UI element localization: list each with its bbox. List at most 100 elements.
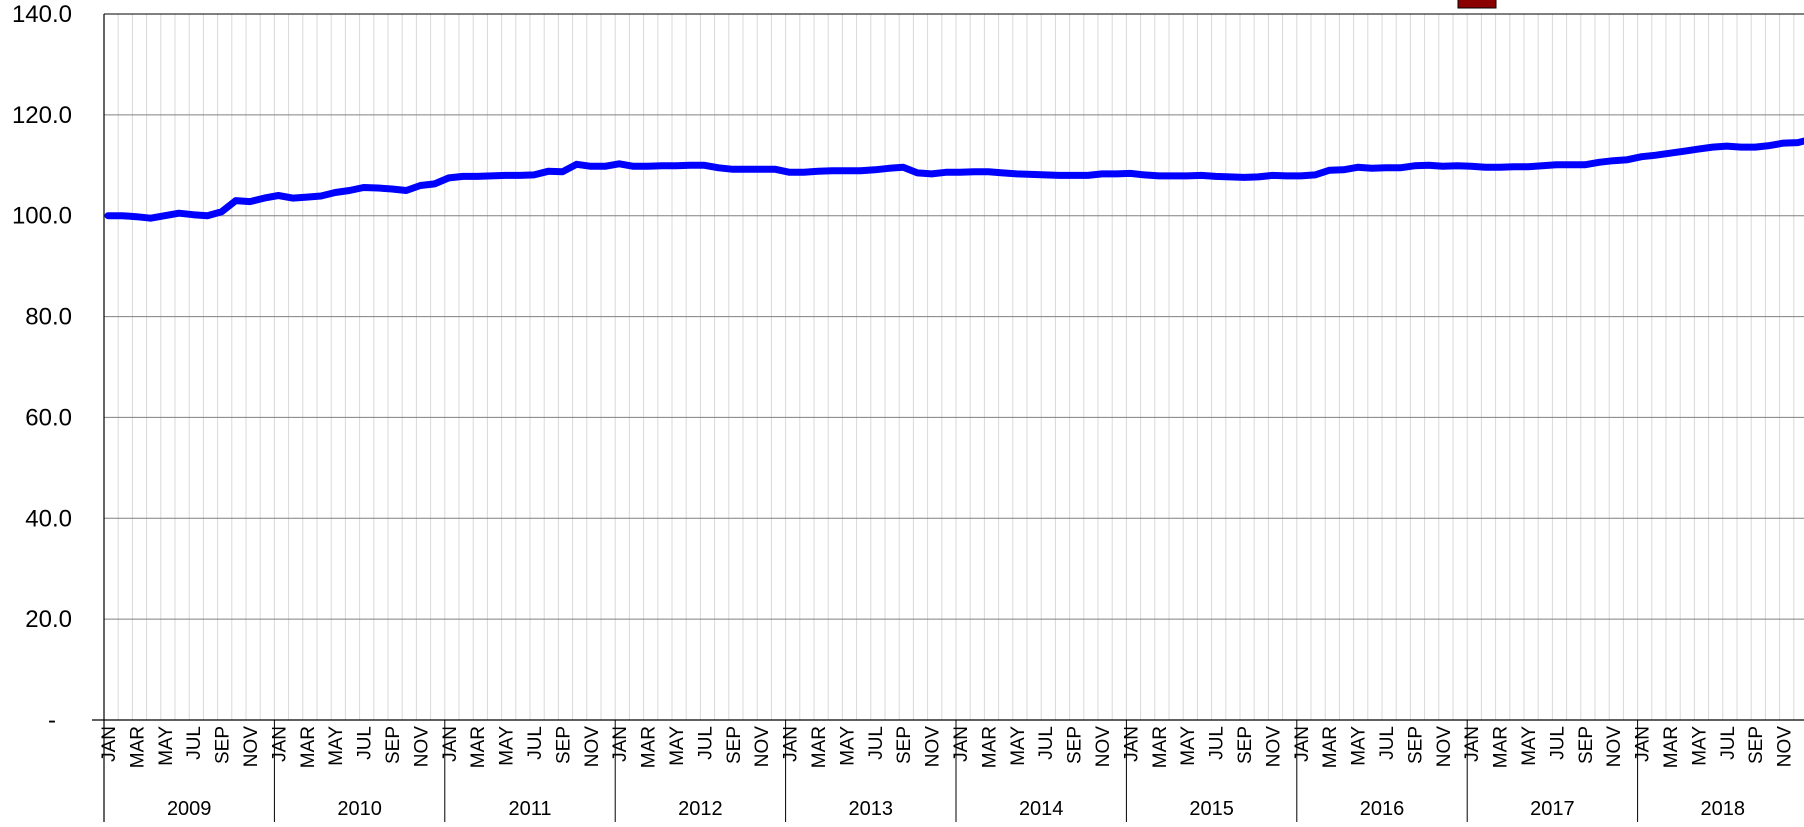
x-tick-label: JUL	[1377, 726, 1398, 760]
x-tick-label: MAY	[667, 726, 688, 766]
data-point	[702, 163, 707, 168]
data-point	[1383, 165, 1389, 170]
x-tick-label: SEP	[1576, 726, 1597, 764]
x-tick-label: NOV	[241, 726, 262, 768]
x-tick-label: JUL	[1036, 726, 1057, 760]
data-point	[304, 194, 309, 200]
data-point	[1398, 165, 1403, 170]
data-point	[1753, 144, 1758, 150]
data-point	[247, 199, 253, 204]
data-point	[815, 169, 821, 174]
x-tick-label: JUL	[1718, 726, 1739, 760]
data-point	[1099, 171, 1105, 177]
x-tick-label: SEP	[1235, 726, 1256, 764]
data-point	[673, 163, 679, 168]
data-point	[688, 163, 693, 168]
data-point	[730, 167, 735, 172]
x-tick-label: JAN	[99, 726, 120, 762]
data-point	[901, 165, 906, 170]
y-tick-label: -	[48, 707, 56, 734]
data-point	[1469, 164, 1474, 169]
x-tick-label: MAR	[1150, 726, 1171, 768]
data-point	[361, 185, 366, 190]
data-point	[176, 211, 182, 216]
data-point	[1710, 144, 1715, 150]
data-point	[872, 167, 877, 172]
y-tick-label: 120.0	[12, 102, 72, 129]
data-point	[929, 171, 934, 177]
data-point	[1213, 174, 1218, 179]
data-point	[1071, 173, 1076, 178]
data-point	[1653, 153, 1659, 158]
x-year-label: 2012	[678, 798, 723, 820]
legend-swatch	[1457, 0, 1497, 9]
x-tick-label: MAY	[1689, 726, 1710, 766]
x-tick-label: MAR	[639, 726, 660, 768]
data-point	[1738, 144, 1744, 150]
data-point	[1327, 168, 1332, 173]
data-point	[1341, 167, 1346, 172]
x-tick-label: MAY	[837, 726, 858, 766]
x-tick-label: NOV	[1093, 726, 1114, 768]
data-point	[1256, 174, 1261, 180]
x-tick-label: MAR	[1661, 726, 1682, 768]
x-tick-label: NOV	[582, 726, 603, 768]
y-tick-label: 140.0	[12, 1, 72, 28]
data-point	[1014, 171, 1019, 177]
data-point	[943, 170, 948, 175]
x-year-label: 2010	[337, 798, 382, 820]
data-point	[631, 164, 636, 169]
x-tick-label: JAN	[781, 726, 802, 762]
x-tick-label: MAR	[298, 726, 319, 768]
x-tick-label: NOV	[1434, 726, 1455, 768]
data-point	[1028, 172, 1034, 177]
data-point	[1156, 173, 1162, 179]
data-point	[276, 193, 281, 198]
data-point	[105, 213, 111, 218]
data-point	[716, 165, 721, 170]
data-point	[1454, 163, 1460, 168]
data-point	[744, 167, 750, 172]
data-point	[1355, 165, 1360, 170]
data-point	[262, 195, 267, 201]
data-point	[1057, 173, 1062, 178]
x-tick-label: MAR	[979, 726, 1000, 768]
x-tick-label: JUL	[525, 726, 546, 760]
data-point	[546, 169, 551, 174]
data-point	[1170, 173, 1176, 179]
data-point	[1568, 162, 1573, 167]
data-point	[830, 168, 835, 173]
x-tick-label: MAY	[1349, 726, 1370, 766]
data-point	[645, 164, 650, 169]
data-point	[617, 161, 622, 166]
x-tick-label: NOV	[411, 726, 432, 768]
data-point	[531, 172, 537, 178]
data-point	[1611, 158, 1616, 163]
data-point	[957, 170, 963, 175]
x-tick-label: JUL	[866, 726, 887, 760]
x-tick-label: MAY	[1008, 726, 1029, 766]
data-point	[1497, 165, 1502, 170]
data-point	[1596, 160, 1602, 165]
data-point	[205, 213, 210, 218]
x-tick-label: MAR	[1320, 726, 1341, 768]
data-point	[162, 213, 167, 218]
y-tick-label: 100.0	[12, 203, 72, 230]
data-point	[1781, 140, 1786, 146]
x-tick-label: NOV	[752, 726, 773, 768]
x-tick-label: SEP	[1405, 726, 1426, 764]
x-tick-label: JAN	[610, 726, 631, 762]
data-point	[1000, 170, 1005, 176]
x-tick-label: JAN	[440, 726, 461, 762]
data-point	[915, 170, 920, 176]
data-point	[134, 214, 139, 219]
data-point	[1128, 171, 1133, 176]
data-point	[801, 170, 806, 175]
data-point	[1142, 172, 1147, 178]
data-point	[1369, 166, 1375, 171]
data-point	[560, 169, 565, 174]
axes	[92, 14, 1804, 822]
x-year-label: 2017	[1530, 798, 1575, 820]
data-point	[1625, 157, 1630, 162]
data-point	[1724, 143, 1730, 149]
